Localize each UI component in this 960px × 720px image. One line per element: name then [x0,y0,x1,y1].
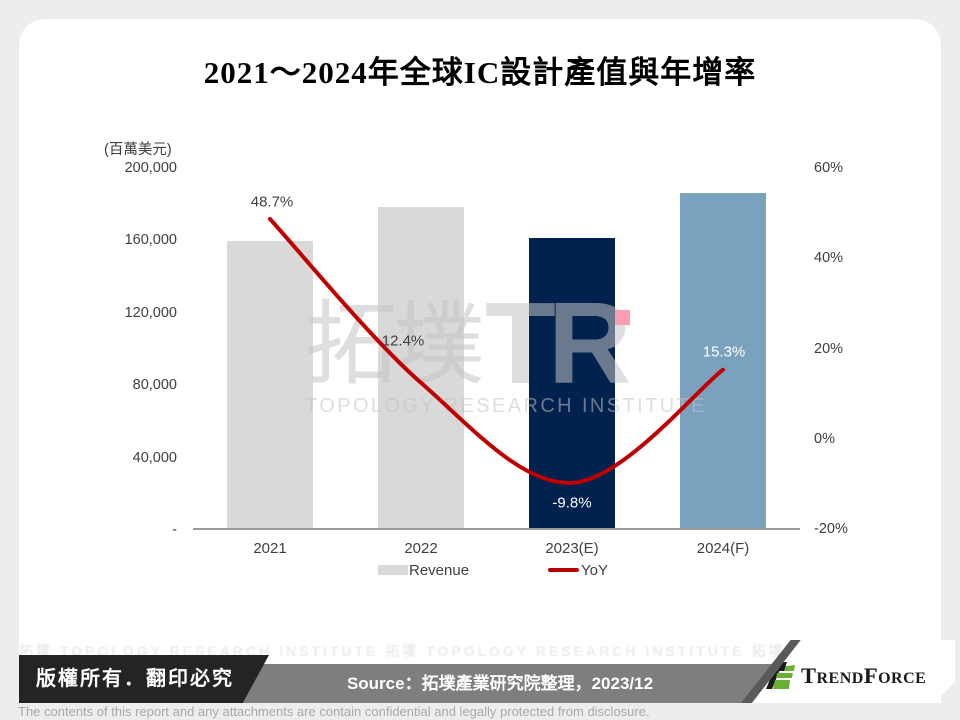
source-text: Source：拓墣產業研究院整理，2023/12 [346,674,654,693]
bar-2023e [529,238,615,529]
right-tick-40: 40% [814,250,844,266]
yoy-label-2021: 48.7% [250,193,294,211]
x-label-2023e: 2023(E) [545,540,599,557]
right-tick-60: 60% [814,160,844,176]
trendforce-logo-icon [766,662,795,689]
disclaimer-text: The contents of this report and any atta… [18,704,650,719]
left-tick-40000: 40,000 [132,450,177,466]
right-tick-neg20: -20% [814,521,848,537]
yoy-label-2022: 12.4% [381,332,425,350]
x-axis-line [193,528,800,530]
yoy-label-2023e: -9.8% [552,494,592,512]
bar-2022 [378,207,464,529]
copyright-banner: 版權所有．翻印必究 [19,655,269,703]
left-tick-120000: 120,000 [124,305,177,321]
legend-revenue-swatch [378,565,408,575]
x-label-2022: 2022 [404,540,438,557]
legend-revenue-label: Revenue [409,562,470,579]
left-tick-200000: 200,000 [124,160,177,176]
slide-card [19,19,941,703]
left-tick-80000: 80,000 [132,377,177,393]
left-tick-zero: - [172,522,177,538]
bar-2021 [227,241,313,529]
trendforce-logo-panel: TrendForce [752,640,955,703]
right-tick-0: 0% [814,431,835,447]
x-label-2021: 2021 [253,540,287,557]
left-tick-160000: 160,000 [124,232,177,248]
yoy-label-2024f: 15.3% [702,343,746,361]
trendforce-brand-text: TrendForce [801,662,927,688]
source-bar [230,664,805,703]
legend-yoy-swatch [548,568,579,572]
right-tick-20: 20% [814,341,844,357]
watermark-pink-square-icon [615,310,630,325]
ghost-watermark-row: 拓墣 TOPOLOGY RESEARCH INSTITUTE 拓墣 TOPOLO… [19,643,941,658]
bar-2024f [680,193,766,529]
chart-title: 2021～2024年全球IC設計產值與年增率 [203,55,757,90]
legend-yoy-label: YoY [581,562,608,579]
left-axis-unit: (百萬美元) [104,142,172,158]
x-label-2024f: 2024(F) [696,540,750,557]
